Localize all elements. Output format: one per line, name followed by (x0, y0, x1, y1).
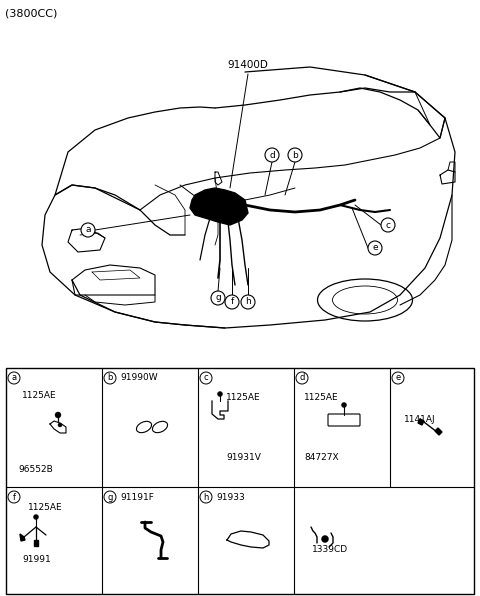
Circle shape (200, 491, 212, 503)
Text: c: c (204, 374, 208, 383)
Circle shape (296, 372, 308, 384)
Polygon shape (418, 419, 424, 425)
Circle shape (381, 218, 395, 232)
Text: g: g (108, 492, 113, 501)
Text: f: f (12, 492, 15, 501)
Text: 1125AE: 1125AE (22, 390, 57, 399)
Polygon shape (34, 540, 38, 546)
Text: f: f (230, 297, 234, 306)
Circle shape (392, 372, 404, 384)
Polygon shape (190, 188, 248, 225)
Circle shape (322, 535, 328, 542)
Text: d: d (300, 374, 305, 383)
Circle shape (225, 295, 239, 309)
Text: c: c (385, 221, 391, 229)
Text: b: b (108, 374, 113, 383)
Text: 91191F: 91191F (120, 492, 154, 501)
Text: b: b (292, 151, 298, 160)
Circle shape (368, 241, 382, 255)
Text: 1125AE: 1125AE (226, 393, 261, 402)
Circle shape (217, 392, 223, 396)
Circle shape (341, 402, 347, 408)
Polygon shape (435, 428, 442, 435)
Polygon shape (20, 534, 25, 541)
Circle shape (81, 223, 95, 237)
Text: 91991: 91991 (22, 555, 51, 564)
Text: d: d (269, 151, 275, 160)
Text: 91990W: 91990W (120, 374, 157, 383)
Bar (6, 368, 474, 594)
Text: 91933: 91933 (216, 492, 245, 501)
Circle shape (8, 372, 20, 384)
Text: h: h (245, 297, 251, 306)
Circle shape (200, 372, 212, 384)
Text: 96552B: 96552B (18, 465, 53, 474)
Text: 1339CD: 1339CD (312, 545, 348, 554)
Circle shape (241, 295, 255, 309)
Circle shape (58, 423, 62, 427)
Text: 1125AE: 1125AE (28, 504, 62, 513)
Text: 1125AE: 1125AE (304, 393, 338, 402)
Text: e: e (372, 244, 378, 253)
Text: a: a (12, 374, 17, 383)
Circle shape (34, 514, 38, 520)
Text: a: a (85, 225, 91, 234)
Circle shape (288, 148, 302, 162)
Text: e: e (396, 374, 401, 383)
Circle shape (211, 291, 225, 305)
Text: 84727X: 84727X (304, 454, 338, 462)
Text: 1141AJ: 1141AJ (404, 415, 436, 424)
Circle shape (104, 372, 116, 384)
Circle shape (55, 412, 61, 418)
Circle shape (265, 148, 279, 162)
Circle shape (8, 491, 20, 503)
Text: 91400D: 91400D (228, 60, 268, 70)
Text: (3800CC): (3800CC) (5, 8, 58, 18)
Circle shape (104, 491, 116, 503)
Text: h: h (204, 492, 209, 501)
Text: g: g (215, 293, 221, 303)
Text: 91931V: 91931V (226, 454, 261, 462)
